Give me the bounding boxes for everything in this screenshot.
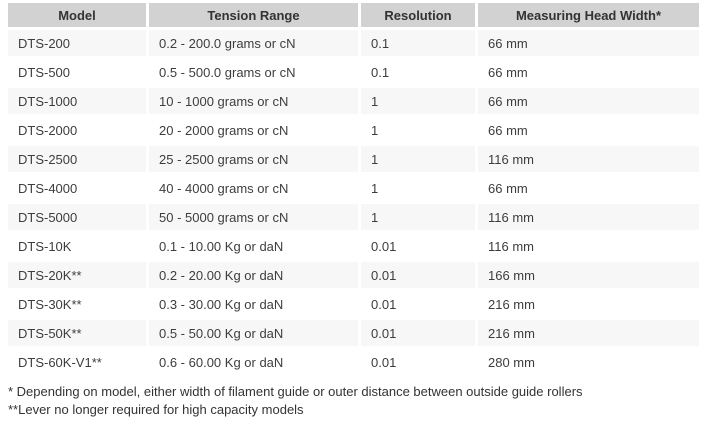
head-width-cell: 116 mm	[478, 204, 699, 230]
resolution-cell: 0.1	[361, 59, 475, 85]
tension-range-cell: 40 - 4000 grams or cN	[149, 175, 358, 201]
model-cell: DTS-2000	[8, 117, 146, 143]
column-header-tension: Tension Range	[149, 3, 358, 27]
model-cell: DTS-60K-V1**	[8, 349, 146, 375]
model-cell: DTS-2500	[8, 146, 146, 172]
resolution-cell: 1	[361, 204, 475, 230]
header-row: Model Tension Range Resolution Measuring…	[8, 3, 699, 27]
tension-range-cell: 50 - 5000 grams or cN	[149, 204, 358, 230]
resolution-cell: 0.1	[361, 30, 475, 56]
table-row: DTS-30K** 0.3 - 30.00 Kg or daN 0.01 216…	[8, 291, 699, 317]
table-row: DTS-20K** 0.2 - 20.00 Kg or daN 0.01 166…	[8, 262, 699, 288]
resolution-cell: 1	[361, 88, 475, 114]
tension-range-cell: 25 - 2500 grams or cN	[149, 146, 358, 172]
tension-range-cell: 0.5 - 50.00 Kg or daN	[149, 320, 358, 346]
resolution-cell: 0.01	[361, 262, 475, 288]
head-width-cell: 66 mm	[478, 175, 699, 201]
model-cell: DTS-200	[8, 30, 146, 56]
tension-range-cell: 0.2 - 200.0 grams or cN	[149, 30, 358, 56]
table-row: DTS-10K 0.1 - 10.00 Kg or daN 0.01 116 m…	[8, 233, 699, 259]
tension-range-cell: 20 - 2000 grams or cN	[149, 117, 358, 143]
resolution-cell: 1	[361, 146, 475, 172]
table-row: DTS-5000 50 - 5000 grams or cN 1 116 mm	[8, 204, 699, 230]
tension-range-cell: 10 - 1000 grams or cN	[149, 88, 358, 114]
head-width-cell: 216 mm	[478, 320, 699, 346]
tension-range-cell: 0.3 - 30.00 Kg or daN	[149, 291, 358, 317]
footnote-2: **Lever no longer required for high capa…	[8, 402, 304, 417]
head-width-cell: 166 mm	[478, 262, 699, 288]
table-row: DTS-60K-V1** 0.6 - 60.00 Kg or daN 0.01 …	[8, 349, 699, 375]
head-width-cell: 116 mm	[478, 233, 699, 259]
head-width-cell: 116 mm	[478, 146, 699, 172]
model-cell: DTS-500	[8, 59, 146, 85]
table-row: DTS-500 0.5 - 500.0 grams or cN 0.1 66 m…	[8, 59, 699, 85]
table-row: DTS-2500 25 - 2500 grams or cN 1 116 mm	[8, 146, 699, 172]
table-row: DTS-2000 20 - 2000 grams or cN 1 66 mm	[8, 117, 699, 143]
footnotes: * Depending on model, either width of fi…	[8, 383, 716, 419]
resolution-cell: 0.01	[361, 233, 475, 259]
head-width-cell: 66 mm	[478, 59, 699, 85]
table-row: DTS-50K** 0.5 - 50.00 Kg or daN 0.01 216…	[8, 320, 699, 346]
tension-range-cell: 0.5 - 500.0 grams or cN	[149, 59, 358, 85]
model-cell: DTS-4000	[8, 175, 146, 201]
model-cell: DTS-20K**	[8, 262, 146, 288]
head-width-cell: 216 mm	[478, 291, 699, 317]
table-row: DTS-200 0.2 - 200.0 grams or cN 0.1 66 m…	[8, 30, 699, 56]
table-row: DTS-1000 10 - 1000 grams or cN 1 66 mm	[8, 88, 699, 114]
spec-table: Model Tension Range Resolution Measuring…	[5, 0, 702, 378]
head-width-cell: 66 mm	[478, 117, 699, 143]
tension-range-cell: 0.2 - 20.00 Kg or daN	[149, 262, 358, 288]
table-row: DTS-4000 40 - 4000 grams or cN 1 66 mm	[8, 175, 699, 201]
resolution-cell: 0.01	[361, 291, 475, 317]
column-header-model: Model	[8, 3, 146, 27]
model-cell: DTS-1000	[8, 88, 146, 114]
model-cell: DTS-10K	[8, 233, 146, 259]
model-cell: DTS-5000	[8, 204, 146, 230]
resolution-cell: 0.01	[361, 349, 475, 375]
resolution-cell: 1	[361, 117, 475, 143]
model-cell: DTS-50K**	[8, 320, 146, 346]
resolution-cell: 1	[361, 175, 475, 201]
model-cell: DTS-30K**	[8, 291, 146, 317]
resolution-cell: 0.01	[361, 320, 475, 346]
column-header-head-width: Measuring Head Width*	[478, 3, 699, 27]
head-width-cell: 66 mm	[478, 30, 699, 56]
head-width-cell: 66 mm	[478, 88, 699, 114]
tension-range-cell: 0.6 - 60.00 Kg or daN	[149, 349, 358, 375]
column-header-resolution: Resolution	[361, 3, 475, 27]
footnote-1: * Depending on model, either width of fi…	[8, 384, 583, 399]
tension-range-cell: 0.1 - 10.00 Kg or daN	[149, 233, 358, 259]
head-width-cell: 280 mm	[478, 349, 699, 375]
